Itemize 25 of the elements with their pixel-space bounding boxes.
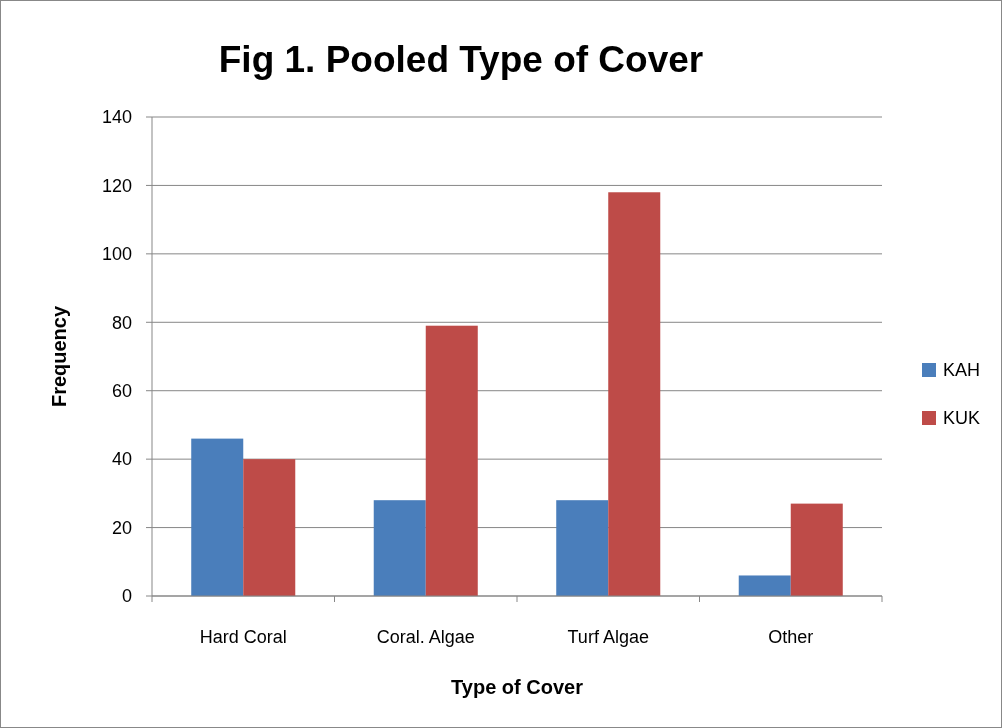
bar [790, 503, 843, 596]
y-axis-title: Frequency [48, 305, 70, 408]
y-tick-label: 120 [101, 175, 132, 196]
legend-label: KAH [943, 360, 981, 381]
bar [425, 325, 478, 596]
bar [608, 192, 661, 596]
bar [191, 438, 244, 596]
legend-label: KUK [943, 408, 981, 429]
y-tick-label: 60 [111, 381, 132, 402]
x-tick-label: Coral. Algae [376, 627, 475, 647]
x-tick-label: Hard Coral [199, 627, 287, 647]
x-axis-title: Type of Cover [451, 676, 584, 698]
bar [243, 459, 296, 596]
y-tick-label: 80 [111, 312, 132, 333]
y-tick-label: 20 [111, 517, 132, 538]
chart-title: Fig 1. Pooled Type of Cover [218, 39, 704, 80]
y-tick-label: 0 [121, 586, 132, 607]
y-tick-label: 40 [111, 449, 132, 470]
y-tick-label: 100 [101, 244, 132, 265]
bar [738, 575, 791, 596]
bar [373, 500, 426, 596]
bar [556, 500, 609, 596]
x-tick-label: Turf Algae [567, 627, 649, 647]
y-tick-label: 140 [101, 107, 132, 128]
x-tick-label: Other [768, 627, 814, 647]
